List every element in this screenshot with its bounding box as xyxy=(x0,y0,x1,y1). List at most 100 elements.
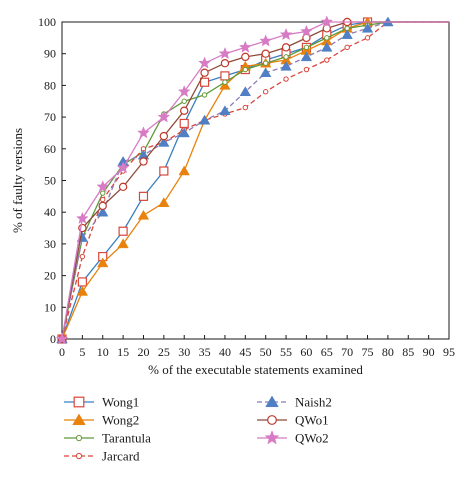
data-point-naish2 xyxy=(280,60,292,71)
data-point-wong1 xyxy=(179,118,189,129)
legend-label: QWo2 xyxy=(295,431,329,446)
data-point-naish2 xyxy=(361,22,374,33)
legend-item-wong1: Wong1 xyxy=(64,395,139,410)
data-point-jarcard xyxy=(242,104,249,111)
plot-frame xyxy=(61,21,450,340)
data-point-tarantula xyxy=(242,66,249,73)
legend-label: QWo1 xyxy=(295,413,329,428)
y-tick-label: 40 xyxy=(44,205,56,219)
data-point-naish2 xyxy=(158,136,170,147)
data-point-naish2 xyxy=(219,105,231,116)
data-point-naish2 xyxy=(178,127,190,138)
data-point-qwo1 xyxy=(159,131,169,141)
data-point-qwo1 xyxy=(180,106,189,115)
x-tick-label: 5 xyxy=(79,345,85,359)
x-tick-label: 0 xyxy=(59,345,65,359)
data-point-wong2 xyxy=(97,257,109,268)
x-tick-label: 80 xyxy=(382,345,394,359)
data-point-qwo1 xyxy=(281,43,291,52)
data-point-wong2 xyxy=(158,197,170,207)
series-line-wong1 xyxy=(61,21,449,340)
legend-label: Tarantula xyxy=(102,431,151,446)
legend-swatch-marker xyxy=(265,395,279,408)
data-point-wong1 xyxy=(138,191,149,201)
legend-item-qwo2: QWo2 xyxy=(257,430,329,446)
series-jarcard xyxy=(59,19,449,342)
data-point-jarcard xyxy=(100,196,106,203)
data-point-qwo2 xyxy=(218,47,232,60)
legend-label: Wong2 xyxy=(102,413,139,428)
series-line-tarantula xyxy=(61,21,449,340)
x-tick-label: 55 xyxy=(280,345,292,359)
series-line-qwo1 xyxy=(61,21,449,340)
chart-legend: Wong1 Wong2 Tarantula Jarcard Naish2 QWo1 QWo2 xyxy=(64,395,332,464)
chart-series xyxy=(55,15,449,345)
data-point-qwo2 xyxy=(300,24,313,37)
data-point-wong2 xyxy=(137,209,150,220)
legend-label: Jarcard xyxy=(102,449,140,464)
data-point-naish2 xyxy=(259,67,272,77)
x-tick-label: 50 xyxy=(260,345,272,359)
data-point-naish2 xyxy=(97,206,109,217)
data-point-tarantula xyxy=(283,54,289,60)
data-point-qwo2 xyxy=(320,15,334,28)
y-tick-label: 90 xyxy=(44,47,56,61)
data-point-qwo2 xyxy=(238,40,252,53)
data-point-jarcard xyxy=(283,76,289,82)
data-point-tarantula xyxy=(181,98,187,104)
series-line-jarcard xyxy=(61,21,449,340)
legend-swatch-marker xyxy=(264,430,280,445)
data-point-qwo2 xyxy=(177,85,191,98)
x-tick-label: 20 xyxy=(137,345,149,359)
y-tick-label: 0 xyxy=(50,332,56,346)
data-point-qwo2 xyxy=(96,180,110,193)
x-tick-label: 35 xyxy=(199,345,211,359)
x-tick-label: 60 xyxy=(300,345,312,359)
legend-swatch-marker xyxy=(72,413,86,426)
data-point-qwo1 xyxy=(261,49,270,58)
data-point-qwo1 xyxy=(220,59,230,68)
data-point-qwo2 xyxy=(76,211,89,224)
data-point-wong2 xyxy=(117,238,129,249)
data-point-tarantula xyxy=(222,79,228,85)
series-line-qwo2 xyxy=(61,21,449,340)
data-point-wong2 xyxy=(76,285,89,296)
y-tick-label: 30 xyxy=(44,237,56,251)
data-point-qwo1 xyxy=(241,52,250,62)
x-tick-label: 90 xyxy=(423,345,435,359)
data-point-wong1 xyxy=(159,166,169,176)
data-point-tarantula xyxy=(303,44,310,51)
data-point-wong1 xyxy=(77,277,87,287)
series-qwo2 xyxy=(55,15,449,345)
x-tick-label: 65 xyxy=(321,345,333,359)
legend-label: Naish2 xyxy=(295,395,332,410)
data-point-qwo2 xyxy=(137,126,150,139)
data-point-tarantula xyxy=(324,35,330,41)
data-point-wong1 xyxy=(220,71,230,81)
x-tick-label: 40 xyxy=(219,345,231,359)
y-tick-label: 50 xyxy=(44,174,56,188)
x-tick-label: 85 xyxy=(402,345,414,359)
series-tarantula xyxy=(59,19,449,342)
data-point-tarantula xyxy=(201,92,208,98)
x-tick-label: 45 xyxy=(239,345,251,359)
chart-axes: 0 5 10 15 20 25 30 35 40 45 50 55 60 65 70 75 80 85 90 9501… xyxy=(10,15,455,377)
x-tick-label: 30 xyxy=(178,345,190,359)
data-point-tarantula xyxy=(100,190,106,196)
legend-swatch-marker xyxy=(73,396,85,408)
x-tick-label: 10 xyxy=(97,345,109,359)
legend-label: Wong1 xyxy=(102,395,139,410)
data-point-qwo1 xyxy=(98,201,107,211)
x-tick-label: 15 xyxy=(117,345,129,359)
y-tick-label: 100 xyxy=(38,15,56,29)
x-axis-title: % of the executable statements examined xyxy=(148,362,363,377)
data-point-qwo2 xyxy=(259,34,273,47)
y-tick-label: 20 xyxy=(44,269,56,283)
data-point-tarantula xyxy=(262,60,269,66)
legend-item-naish2: Naish2 xyxy=(257,395,332,410)
data-point-qwo2 xyxy=(279,27,293,41)
data-point-qwo2 xyxy=(116,161,130,174)
data-point-qwo2 xyxy=(55,332,69,345)
legend-swatch-marker xyxy=(75,434,83,442)
y-tick-label: 80 xyxy=(44,78,56,92)
